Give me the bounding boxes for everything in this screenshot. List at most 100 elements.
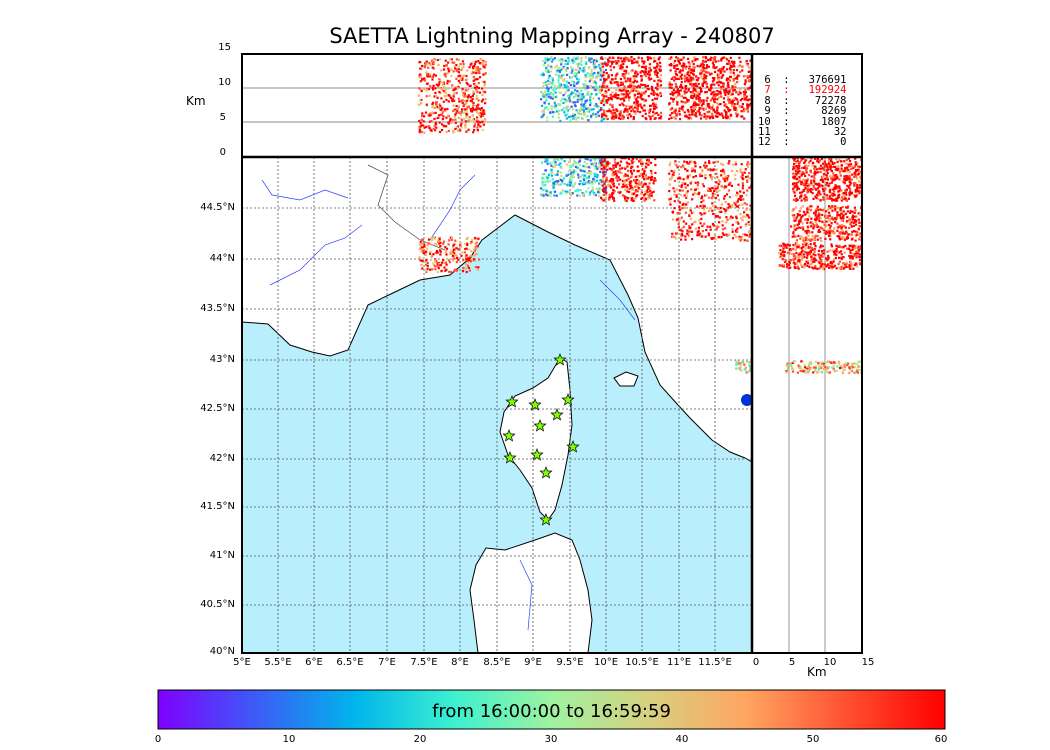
lightning-source	[824, 187, 827, 190]
lightning-source	[673, 79, 676, 82]
lightning-source	[716, 187, 719, 190]
lightning-source	[610, 117, 614, 120]
lightning-source	[700, 63, 703, 66]
lightning-source	[425, 263, 428, 266]
lightning-source	[818, 257, 822, 260]
river	[261, 174, 636, 631]
lightning-source	[698, 113, 701, 116]
lightning-source	[851, 256, 854, 259]
lightning-source	[842, 262, 845, 265]
lightning-source	[851, 214, 854, 217]
lightning-source	[669, 201, 672, 204]
lightning-source	[457, 105, 460, 108]
lightning-source	[643, 84, 646, 87]
lightning-source	[545, 96, 548, 100]
lightning-source	[817, 230, 820, 234]
lightning-source	[721, 114, 724, 117]
lightning-source	[796, 265, 799, 268]
lightning-source	[476, 268, 479, 271]
lightning-source	[584, 157, 587, 160]
lightning-source	[568, 107, 571, 110]
lightning-source	[838, 172, 841, 175]
lightning-source	[686, 162, 689, 165]
lightning-source	[589, 74, 592, 77]
lightning-source	[735, 194, 738, 197]
lightning-source	[425, 260, 428, 263]
lightning-source	[634, 179, 637, 182]
lightning-source	[420, 98, 423, 101]
lightning-source	[825, 210, 828, 213]
lightning-source	[436, 265, 439, 268]
lightning-source	[792, 216, 795, 220]
lightning-source	[621, 185, 624, 189]
lightning-source	[454, 86, 457, 89]
lightning-source	[596, 187, 599, 190]
lightning-source	[476, 126, 479, 129]
lightning-source	[844, 212, 847, 215]
lightning-source	[857, 365, 860, 368]
lightning-source	[723, 172, 726, 175]
lightning-source	[743, 83, 746, 86]
lightning-source	[609, 68, 613, 72]
lightning-source	[821, 362, 824, 365]
lightning-source	[589, 166, 592, 169]
lightning-source	[470, 100, 473, 103]
lightning-source	[798, 161, 802, 164]
lightning-source	[680, 235, 683, 238]
lightning-source	[638, 180, 641, 183]
lightning-source	[669, 161, 672, 164]
lightning-source	[734, 97, 737, 100]
lightning-source	[465, 101, 468, 104]
lightning-source	[551, 171, 554, 174]
lightning-source	[568, 97, 571, 100]
lightning-source	[708, 196, 711, 199]
lightning-source	[593, 61, 597, 65]
lightning-source	[640, 70, 643, 73]
lightning-source	[465, 254, 468, 257]
lightning-source	[831, 209, 834, 212]
lightning-source	[742, 198, 745, 201]
lightning-source	[651, 114, 654, 117]
lightning-source	[732, 79, 735, 82]
lightning-source	[541, 72, 545, 75]
lightning-source	[639, 93, 642, 96]
lightning-source	[690, 108, 693, 111]
lightning-source	[455, 104, 458, 108]
lightning-source	[743, 211, 746, 214]
lightning-source	[627, 72, 630, 75]
lightning-source	[829, 165, 832, 168]
lightning-source	[855, 177, 859, 180]
lightning-source	[572, 170, 575, 173]
lightning-source	[729, 205, 732, 208]
lightning-source	[566, 73, 569, 76]
lightning-source	[681, 109, 684, 112]
lightning-source	[435, 243, 438, 246]
lightning-source	[809, 246, 812, 249]
lightning-source	[611, 62, 614, 65]
lightning-source	[423, 243, 426, 246]
lightning-source	[603, 102, 606, 105]
lightning-source	[547, 95, 550, 98]
lightning-source	[617, 81, 620, 84]
lightning-source	[717, 112, 720, 115]
lightning-source	[730, 102, 733, 105]
lightning-source	[673, 169, 676, 172]
lightning-source	[825, 367, 829, 371]
lightning-source	[725, 113, 728, 117]
lightning-source	[847, 372, 850, 375]
lightning-source	[830, 177, 833, 180]
elba-island	[613, 371, 639, 387]
lightning-source	[544, 189, 547, 192]
lightning-source	[710, 197, 713, 200]
lightning-source	[644, 85, 647, 88]
lightning-source	[618, 168, 622, 171]
lightning-source	[484, 60, 487, 63]
lightning-source	[819, 365, 822, 368]
lightning-source	[696, 184, 699, 187]
lightning-source	[584, 83, 587, 86]
lightning-source	[699, 212, 702, 215]
lightning-source	[682, 65, 686, 68]
lightning-source	[596, 176, 599, 179]
lightning-source	[635, 100, 638, 103]
lightning-source	[543, 111, 546, 114]
